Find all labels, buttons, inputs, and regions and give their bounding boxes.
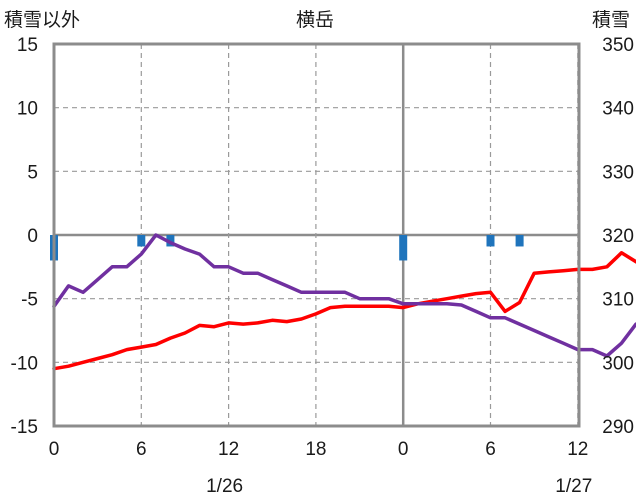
- date-label: 1/26: [206, 476, 243, 497]
- series-line-1: [52, 251, 636, 371]
- right-tick-label: 340: [602, 99, 634, 120]
- line-series: [52, 233, 636, 371]
- right-tick-label: 300: [602, 353, 634, 374]
- right-tick-label: 350: [602, 35, 634, 56]
- date-labels: 1/261/271/28: [206, 476, 592, 497]
- date-label: 1/27: [555, 476, 592, 497]
- left-tick-label: -5: [21, 290, 38, 311]
- right-axis-ticks: 350 340 330 320 310 300 290: [602, 35, 634, 438]
- left-tick-label: -15: [11, 417, 38, 438]
- x-tick-label: 12: [218, 439, 239, 460]
- left-axis-ticks: 15 10 5 0 -5 -10 -15: [11, 35, 38, 438]
- right-tick-label: 320: [602, 226, 634, 247]
- x-tick-label: 6: [485, 439, 496, 460]
- left-tick-label: 10: [17, 99, 38, 120]
- left-tick-label: 15: [17, 35, 38, 56]
- chart-title: 横岳: [296, 9, 334, 31]
- left-axis-label: 積雪以外: [4, 9, 80, 31]
- x-axis-ticks: 0612180612180612180: [49, 439, 589, 460]
- bar: [515, 235, 524, 247]
- bar: [486, 235, 495, 247]
- plot-area-frame: [52, 42, 581, 428]
- left-tick-label: 0: [27, 226, 38, 247]
- right-tick-label: 290: [602, 417, 634, 438]
- right-tick-label: 310: [602, 290, 634, 311]
- left-tick-label: -10: [11, 353, 38, 374]
- x-tick-label: 18: [305, 439, 326, 460]
- bar: [399, 235, 408, 261]
- right-axis-label: 積雪: [592, 9, 630, 31]
- x-tick-label: 0: [49, 439, 60, 460]
- x-tick-label: 0: [398, 439, 409, 460]
- gridlines: [54, 44, 579, 426]
- left-tick-label: 5: [27, 162, 38, 183]
- series-line-2: [52, 233, 636, 358]
- x-tick-label: 6: [136, 439, 147, 460]
- x-tick-label: 12: [567, 439, 588, 460]
- bar: [137, 235, 146, 247]
- right-tick-label: 330: [602, 162, 634, 183]
